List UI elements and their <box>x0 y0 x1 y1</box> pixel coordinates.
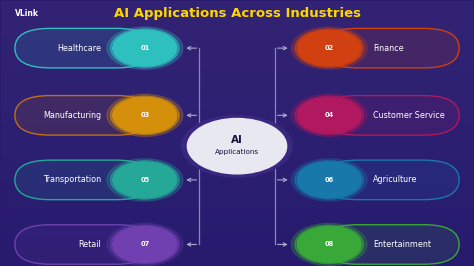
Text: 05: 05 <box>140 177 149 183</box>
Text: 03: 03 <box>140 112 149 118</box>
Circle shape <box>107 159 183 201</box>
Circle shape <box>107 223 183 266</box>
FancyBboxPatch shape <box>15 225 152 264</box>
Circle shape <box>297 30 361 66</box>
FancyBboxPatch shape <box>15 28 152 68</box>
Circle shape <box>113 97 177 133</box>
Text: 07: 07 <box>140 242 149 247</box>
Text: Healthcare: Healthcare <box>57 44 101 53</box>
Circle shape <box>291 27 367 69</box>
Text: Customer Service: Customer Service <box>373 111 445 120</box>
Circle shape <box>113 162 177 198</box>
Text: AI Applications Across Industries: AI Applications Across Industries <box>113 7 361 20</box>
Text: Finance: Finance <box>373 44 404 53</box>
Circle shape <box>291 223 367 266</box>
Text: 01: 01 <box>140 45 149 51</box>
Text: Agriculture: Agriculture <box>373 175 418 184</box>
Circle shape <box>113 30 177 66</box>
FancyBboxPatch shape <box>322 95 459 135</box>
Circle shape <box>297 162 361 198</box>
FancyBboxPatch shape <box>322 160 459 200</box>
Text: Applications: Applications <box>215 149 259 155</box>
Text: 06: 06 <box>325 177 334 183</box>
Circle shape <box>187 118 287 174</box>
FancyBboxPatch shape <box>15 160 152 200</box>
Text: 08: 08 <box>325 242 334 247</box>
Text: Transportation: Transportation <box>43 175 101 184</box>
Circle shape <box>291 159 367 201</box>
FancyBboxPatch shape <box>322 28 459 68</box>
Circle shape <box>182 115 292 177</box>
Circle shape <box>297 97 361 133</box>
Text: 04: 04 <box>325 112 334 118</box>
Text: 02: 02 <box>325 45 334 51</box>
Circle shape <box>107 94 183 136</box>
Circle shape <box>291 94 367 136</box>
FancyBboxPatch shape <box>15 95 152 135</box>
Circle shape <box>107 27 183 69</box>
Text: VLink: VLink <box>15 9 39 18</box>
Circle shape <box>297 227 361 262</box>
Text: Retail: Retail <box>78 240 101 249</box>
Circle shape <box>113 227 177 262</box>
FancyBboxPatch shape <box>322 225 459 264</box>
Text: Manufacturing: Manufacturing <box>43 111 101 120</box>
Text: AI: AI <box>231 135 243 146</box>
Text: Entertainment: Entertainment <box>373 240 431 249</box>
